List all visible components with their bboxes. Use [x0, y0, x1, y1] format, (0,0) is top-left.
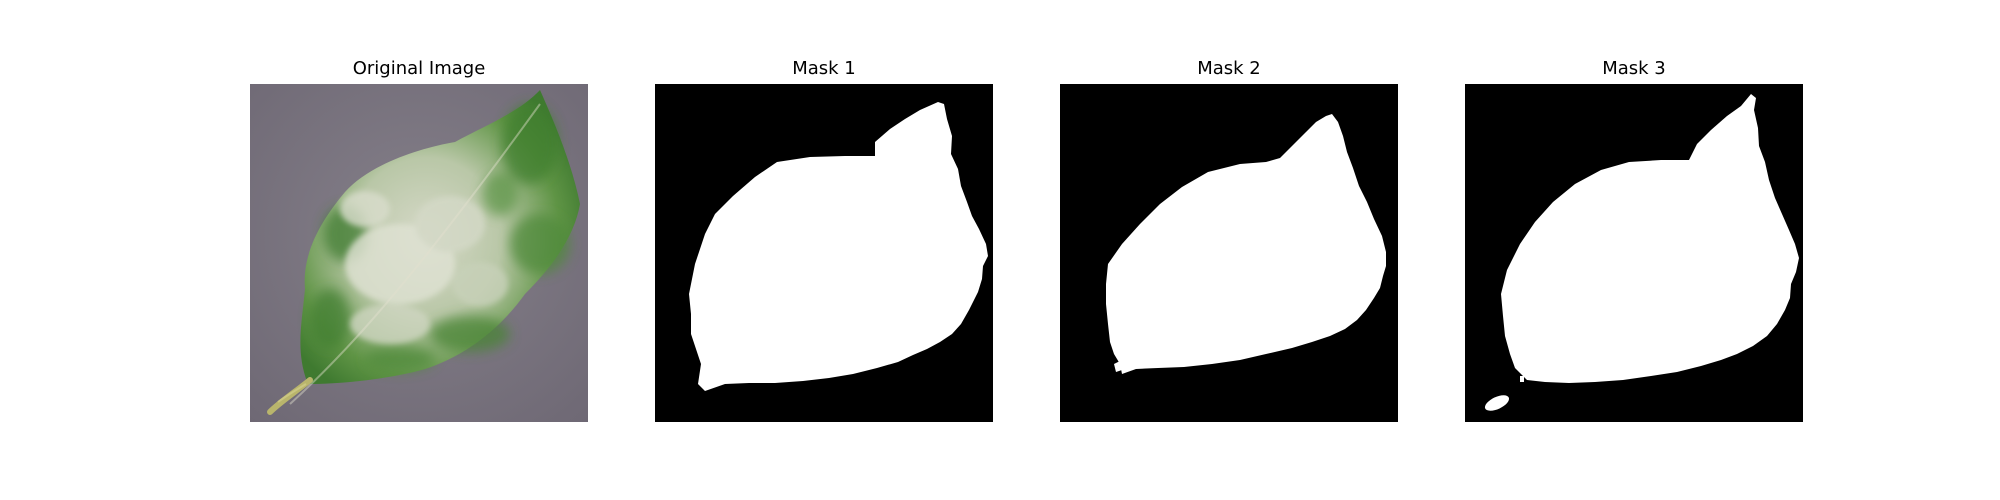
mask-2-region: [1106, 114, 1386, 374]
mask-3-graphic: [1465, 84, 1803, 422]
mask-2-speck: [1114, 360, 1122, 372]
mask-2-image: [1060, 84, 1398, 422]
mask-3-stem-blob: [1484, 395, 1510, 411]
mask-2-graphic: [1060, 84, 1398, 422]
panel-title: Mask 3: [1602, 58, 1666, 79]
panel-title: Original Image: [352, 58, 486, 79]
panel-title: Mask 2: [1197, 58, 1261, 79]
mask-3-region: [1501, 94, 1799, 383]
leaf-photo: [250, 84, 588, 422]
mask-1-region: [689, 102, 988, 391]
mask-3-image: [1465, 84, 1803, 422]
panel-original-image: Original Image: [250, 0, 588, 500]
mask-1-graphic: [655, 84, 993, 422]
leaf-photo-graphic: [250, 84, 588, 422]
panel-title: Mask 1: [792, 58, 856, 79]
panel-mask-1: Mask 1: [655, 0, 993, 500]
panel-mask-2: Mask 2: [1060, 0, 1398, 500]
panel-mask-3: Mask 3: [1465, 0, 1803, 500]
mask-1-image: [655, 84, 993, 422]
mask-3-speck: [1520, 376, 1524, 382]
